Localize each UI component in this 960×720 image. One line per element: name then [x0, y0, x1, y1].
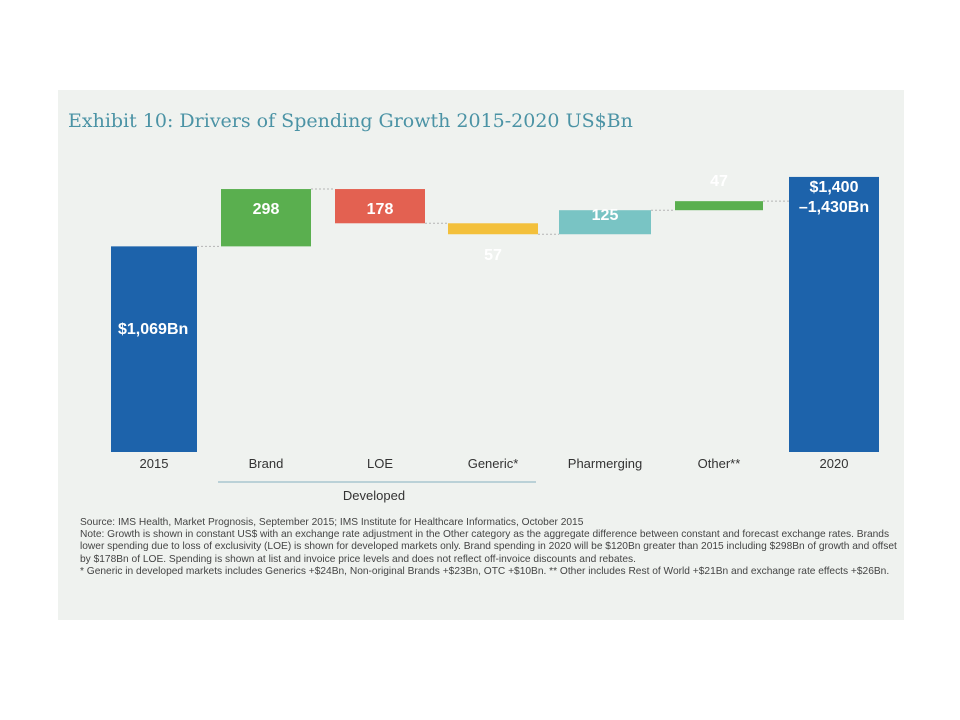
note-line-2: lower spending due to loss of exclusivit…: [80, 541, 897, 553]
value-label-other: 47: [710, 173, 728, 190]
value-label-2020-line1: $1,400: [810, 179, 859, 196]
bar-2020: [789, 176, 879, 452]
value-label-loe: 178: [367, 201, 394, 218]
developed-group-label: Developed: [343, 488, 405, 503]
value-label-pharmerging: 125: [592, 207, 619, 224]
cat-label-brand: Brand: [249, 456, 284, 471]
chart-panel: Exhibit 10: Drivers of Spending Growth 2…: [58, 90, 904, 620]
value-label-generic: 57: [484, 247, 502, 264]
source-note: Source: IMS Health, Market Prognosis, Se…: [80, 517, 584, 528]
waterfall-chart: $1,069Bn 298 178 57 125 47 $1,400 –1,430…: [111, 173, 879, 503]
cat-label-2020: 2020: [820, 456, 849, 471]
note-line-3: by $178Bn of LOE. Spending is shown at l…: [80, 553, 636, 565]
note-line-1: Note: Growth is shown in constant US$ wi…: [80, 529, 890, 541]
value-label-2015: $1,069Bn: [118, 321, 188, 338]
bar-other: [675, 201, 763, 211]
chart-title: Exhibit 10: Drivers of Spending Growth 2…: [68, 110, 633, 132]
bar-generic: [448, 223, 538, 235]
footnote-line: * Generic in developed markets includes …: [80, 565, 890, 577]
bar-2015: [111, 246, 197, 452]
cat-label-pharmerging: Pharmerging: [568, 456, 642, 471]
value-label-brand: 298: [253, 201, 280, 218]
value-label-2020-line2: –1,430Bn: [799, 199, 869, 216]
cat-label-2015: 2015: [140, 456, 169, 471]
bar-brand: [221, 189, 311, 247]
cat-label-generic: Generic*: [468, 456, 519, 471]
cat-label-other: Other**: [698, 456, 741, 471]
connector-lines: [197, 188, 789, 247]
footnotes: Source: IMS Health, Market Prognosis, Se…: [80, 517, 897, 578]
bar-loe: [335, 189, 425, 224]
bar-pharmerging: [559, 210, 651, 235]
cat-label-loe: LOE: [367, 456, 393, 471]
